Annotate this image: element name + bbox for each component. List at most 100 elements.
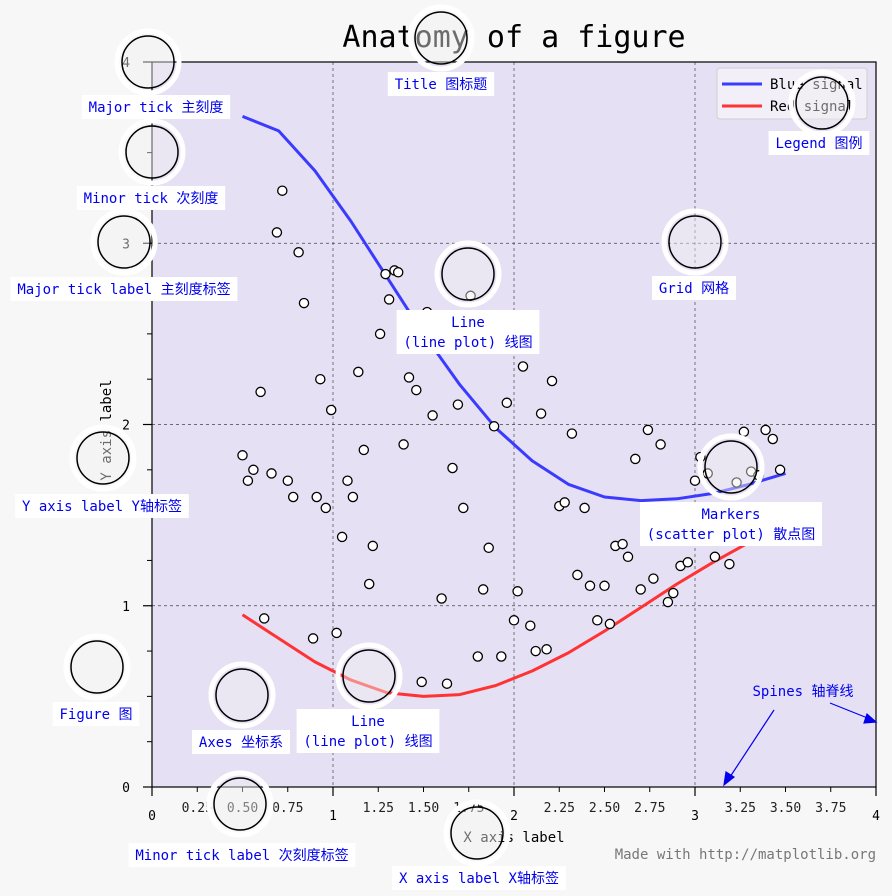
annotation-label: Title 图标题: [395, 77, 488, 93]
scatter-point: [488, 421, 500, 432]
annotation-label-box: [396, 310, 540, 354]
spines-arrowhead-right: [863, 712, 878, 724]
scatter-point: [380, 268, 391, 280]
scatter-point: [392, 267, 404, 278]
y-major-tick-label: 3: [122, 237, 130, 252]
x-major-tick-label: 0: [148, 809, 156, 824]
scatter-point: [731, 477, 742, 488]
annotation-circle: [342, 649, 396, 703]
scatter-point: [248, 464, 259, 476]
annotation-label: Major tick label 主刻度标签: [17, 281, 230, 298]
x-major-tick-label: 3: [691, 809, 699, 824]
annotation-circle-halo: [63, 633, 131, 701]
annotation-circle-halo: [434, 240, 502, 308]
y-major-tick-label: 1: [122, 600, 130, 615]
x-major-tick-label: 2: [510, 809, 518, 824]
annotation-label-box: [640, 502, 822, 546]
annotation-label-box: [52, 702, 140, 726]
annotation-circle: [97, 215, 151, 269]
annotation-label-box: [652, 276, 736, 300]
annotation-circle-halo: [90, 208, 158, 276]
scatter-point: [331, 627, 342, 639]
scatter-point: [501, 397, 513, 409]
annotation-label-box: [296, 709, 440, 753]
scatter-point: [367, 540, 379, 552]
scatter-point: [617, 538, 628, 550]
series-layer: [241, 115, 787, 698]
scatter-point: [622, 551, 634, 563]
annotation-label-box: [76, 186, 226, 210]
x-minor-tick-label: 0.75: [272, 801, 303, 816]
y-major-tick-label: 0: [122, 781, 130, 796]
x-minor-tick-label: 3.25: [725, 801, 756, 816]
annotation-circle: [450, 806, 504, 860]
scatter-point: [336, 531, 348, 543]
scatter-point: [237, 450, 248, 461]
annotation-label: Grid 网格: [659, 281, 729, 297]
annotation-circle: [795, 76, 849, 130]
scatter-point: [266, 468, 277, 479]
spines-arrows: [723, 702, 878, 787]
annotation-circle-halo: [114, 28, 182, 96]
scatter-point: [447, 462, 458, 474]
scatter-point: [472, 651, 484, 662]
scatter-point: [530, 645, 541, 657]
scatter-point: [655, 439, 666, 450]
annotation-circle: [414, 11, 468, 65]
scatter-point: [255, 386, 266, 398]
scatter-point: [630, 453, 641, 465]
annotation-label: Line: [451, 315, 485, 331]
scatter-point: [566, 428, 578, 439]
scatter-point: [271, 227, 283, 238]
scatter-point: [363, 578, 375, 590]
scatter-point: [298, 297, 310, 309]
annotation-label: Markers: [701, 507, 760, 523]
annotation-circle: [215, 668, 269, 722]
x-axis-label: X axis label: [463, 830, 564, 846]
annotation-circle: [70, 640, 124, 694]
annotation-label: Minor tick 次刻度: [84, 191, 219, 207]
scatter-point: [599, 580, 610, 592]
annotation-circle-halo: [118, 118, 186, 186]
scatter-point: [311, 491, 322, 503]
x-minor-tick-label: 1.25: [363, 801, 394, 816]
scatter-point: [452, 399, 464, 410]
x-minor-tick-label: 0.25: [182, 801, 213, 816]
scatter-point: [342, 475, 353, 486]
scatter-point: [427, 410, 438, 421]
annotation-label-box: [81, 95, 231, 119]
annotation-label-box: [128, 843, 356, 867]
annotation-label: Spines 轴脊线: [752, 684, 853, 700]
grid-lines: [152, 62, 876, 787]
scatter-point: [477, 584, 489, 595]
scatter-point: [559, 497, 570, 508]
scatter-point: [307, 633, 319, 644]
scatter-point: [416, 676, 427, 688]
x-minor-tick-label: 0.50: [227, 801, 258, 816]
scatter-point: [724, 558, 735, 570]
scatter-point: [579, 502, 590, 514]
annotation-label: Line: [351, 714, 385, 730]
x-major-tick-label: 4: [872, 809, 880, 824]
scatter-point: [635, 584, 646, 595]
x-minor-tick-label: 2.25: [544, 801, 575, 816]
scatter-point: [662, 596, 674, 608]
annotation-label: Y axis label Y轴标签: [22, 498, 182, 515]
x-major-tick-label: 1: [329, 809, 337, 824]
annotation-label: (line plot) 线图: [303, 734, 432, 750]
scatter-point: [760, 424, 771, 436]
scatter-point: [287, 491, 299, 503]
scatter-point: [325, 404, 337, 416]
scatter-point: [282, 475, 294, 486]
annotation-circle-halo: [661, 208, 729, 276]
x-minor-tick-label: 3.75: [815, 801, 846, 816]
scatter-point: [320, 502, 332, 514]
annotation-label-box: [387, 72, 495, 96]
annotation-label: Legend 图例: [775, 136, 862, 152]
annotation-label-box: [15, 494, 189, 518]
annotation-label: Figure 图: [59, 707, 132, 723]
annotation-circles: [63, 4, 856, 867]
tick-marks: [143, 61, 877, 796]
scatter-point: [483, 542, 494, 554]
